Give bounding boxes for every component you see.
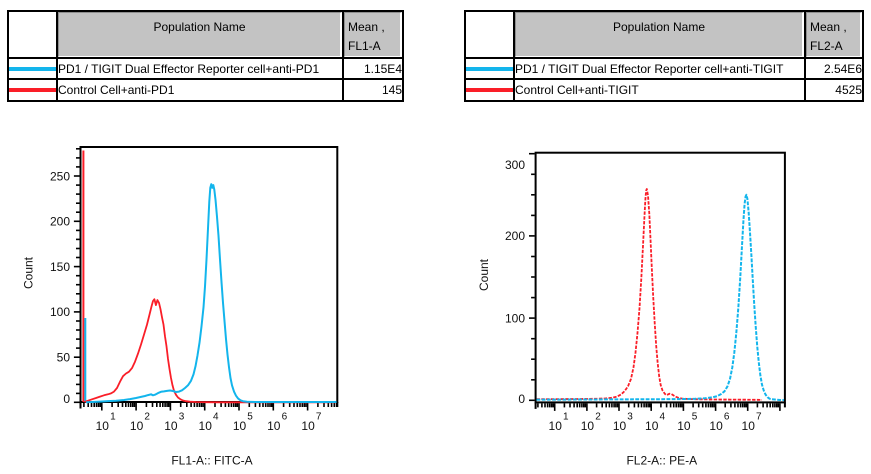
svg-text:10: 10 [130, 419, 144, 433]
svg-text:200: 200 [50, 215, 70, 229]
svg-text:7: 7 [756, 412, 762, 423]
svg-text:250: 250 [50, 169, 70, 183]
svg-text:0: 0 [63, 392, 70, 406]
svg-text:6: 6 [724, 412, 730, 423]
svg-text:300: 300 [505, 158, 525, 172]
svg-text:FL2-A:: PE-A: FL2-A:: PE-A [626, 453, 697, 467]
svg-text:100: 100 [505, 311, 525, 325]
svg-text:10: 10 [233, 419, 247, 433]
svg-text:4: 4 [660, 412, 666, 423]
svg-text:10: 10 [645, 419, 659, 433]
svg-text:10: 10 [581, 419, 595, 433]
svg-text:10: 10 [549, 419, 563, 433]
svg-text:0: 0 [518, 392, 525, 406]
svg-text:Count: Count [477, 258, 491, 291]
svg-text:10: 10 [301, 419, 315, 433]
svg-text:10: 10 [199, 419, 213, 433]
svg-text:200: 200 [505, 229, 525, 243]
svg-text:1: 1 [563, 412, 569, 423]
svg-text:FL1-A:: FITC-A: FL1-A:: FITC-A [171, 453, 252, 467]
svg-text:10: 10 [613, 419, 627, 433]
svg-text:10: 10 [742, 419, 756, 433]
svg-text:10: 10 [709, 419, 723, 433]
svg-text:10: 10 [164, 419, 178, 433]
svg-text:Count: Count [22, 256, 36, 289]
svg-text:150: 150 [50, 260, 70, 274]
svg-text:10: 10 [96, 419, 110, 433]
svg-text:2: 2 [144, 412, 150, 423]
svg-text:5: 5 [247, 412, 253, 423]
svg-text:3: 3 [627, 412, 633, 423]
svg-text:100: 100 [50, 305, 70, 319]
svg-text:6: 6 [282, 412, 288, 423]
svg-text:10: 10 [267, 419, 281, 433]
svg-text:1: 1 [110, 412, 116, 423]
svg-text:10: 10 [677, 419, 691, 433]
svg-text:50: 50 [57, 351, 71, 365]
svg-text:5: 5 [692, 412, 698, 423]
svg-text:2: 2 [595, 412, 601, 423]
svg-text:4: 4 [213, 412, 219, 423]
svg-text:7: 7 [316, 412, 322, 423]
svg-text:3: 3 [179, 412, 185, 423]
